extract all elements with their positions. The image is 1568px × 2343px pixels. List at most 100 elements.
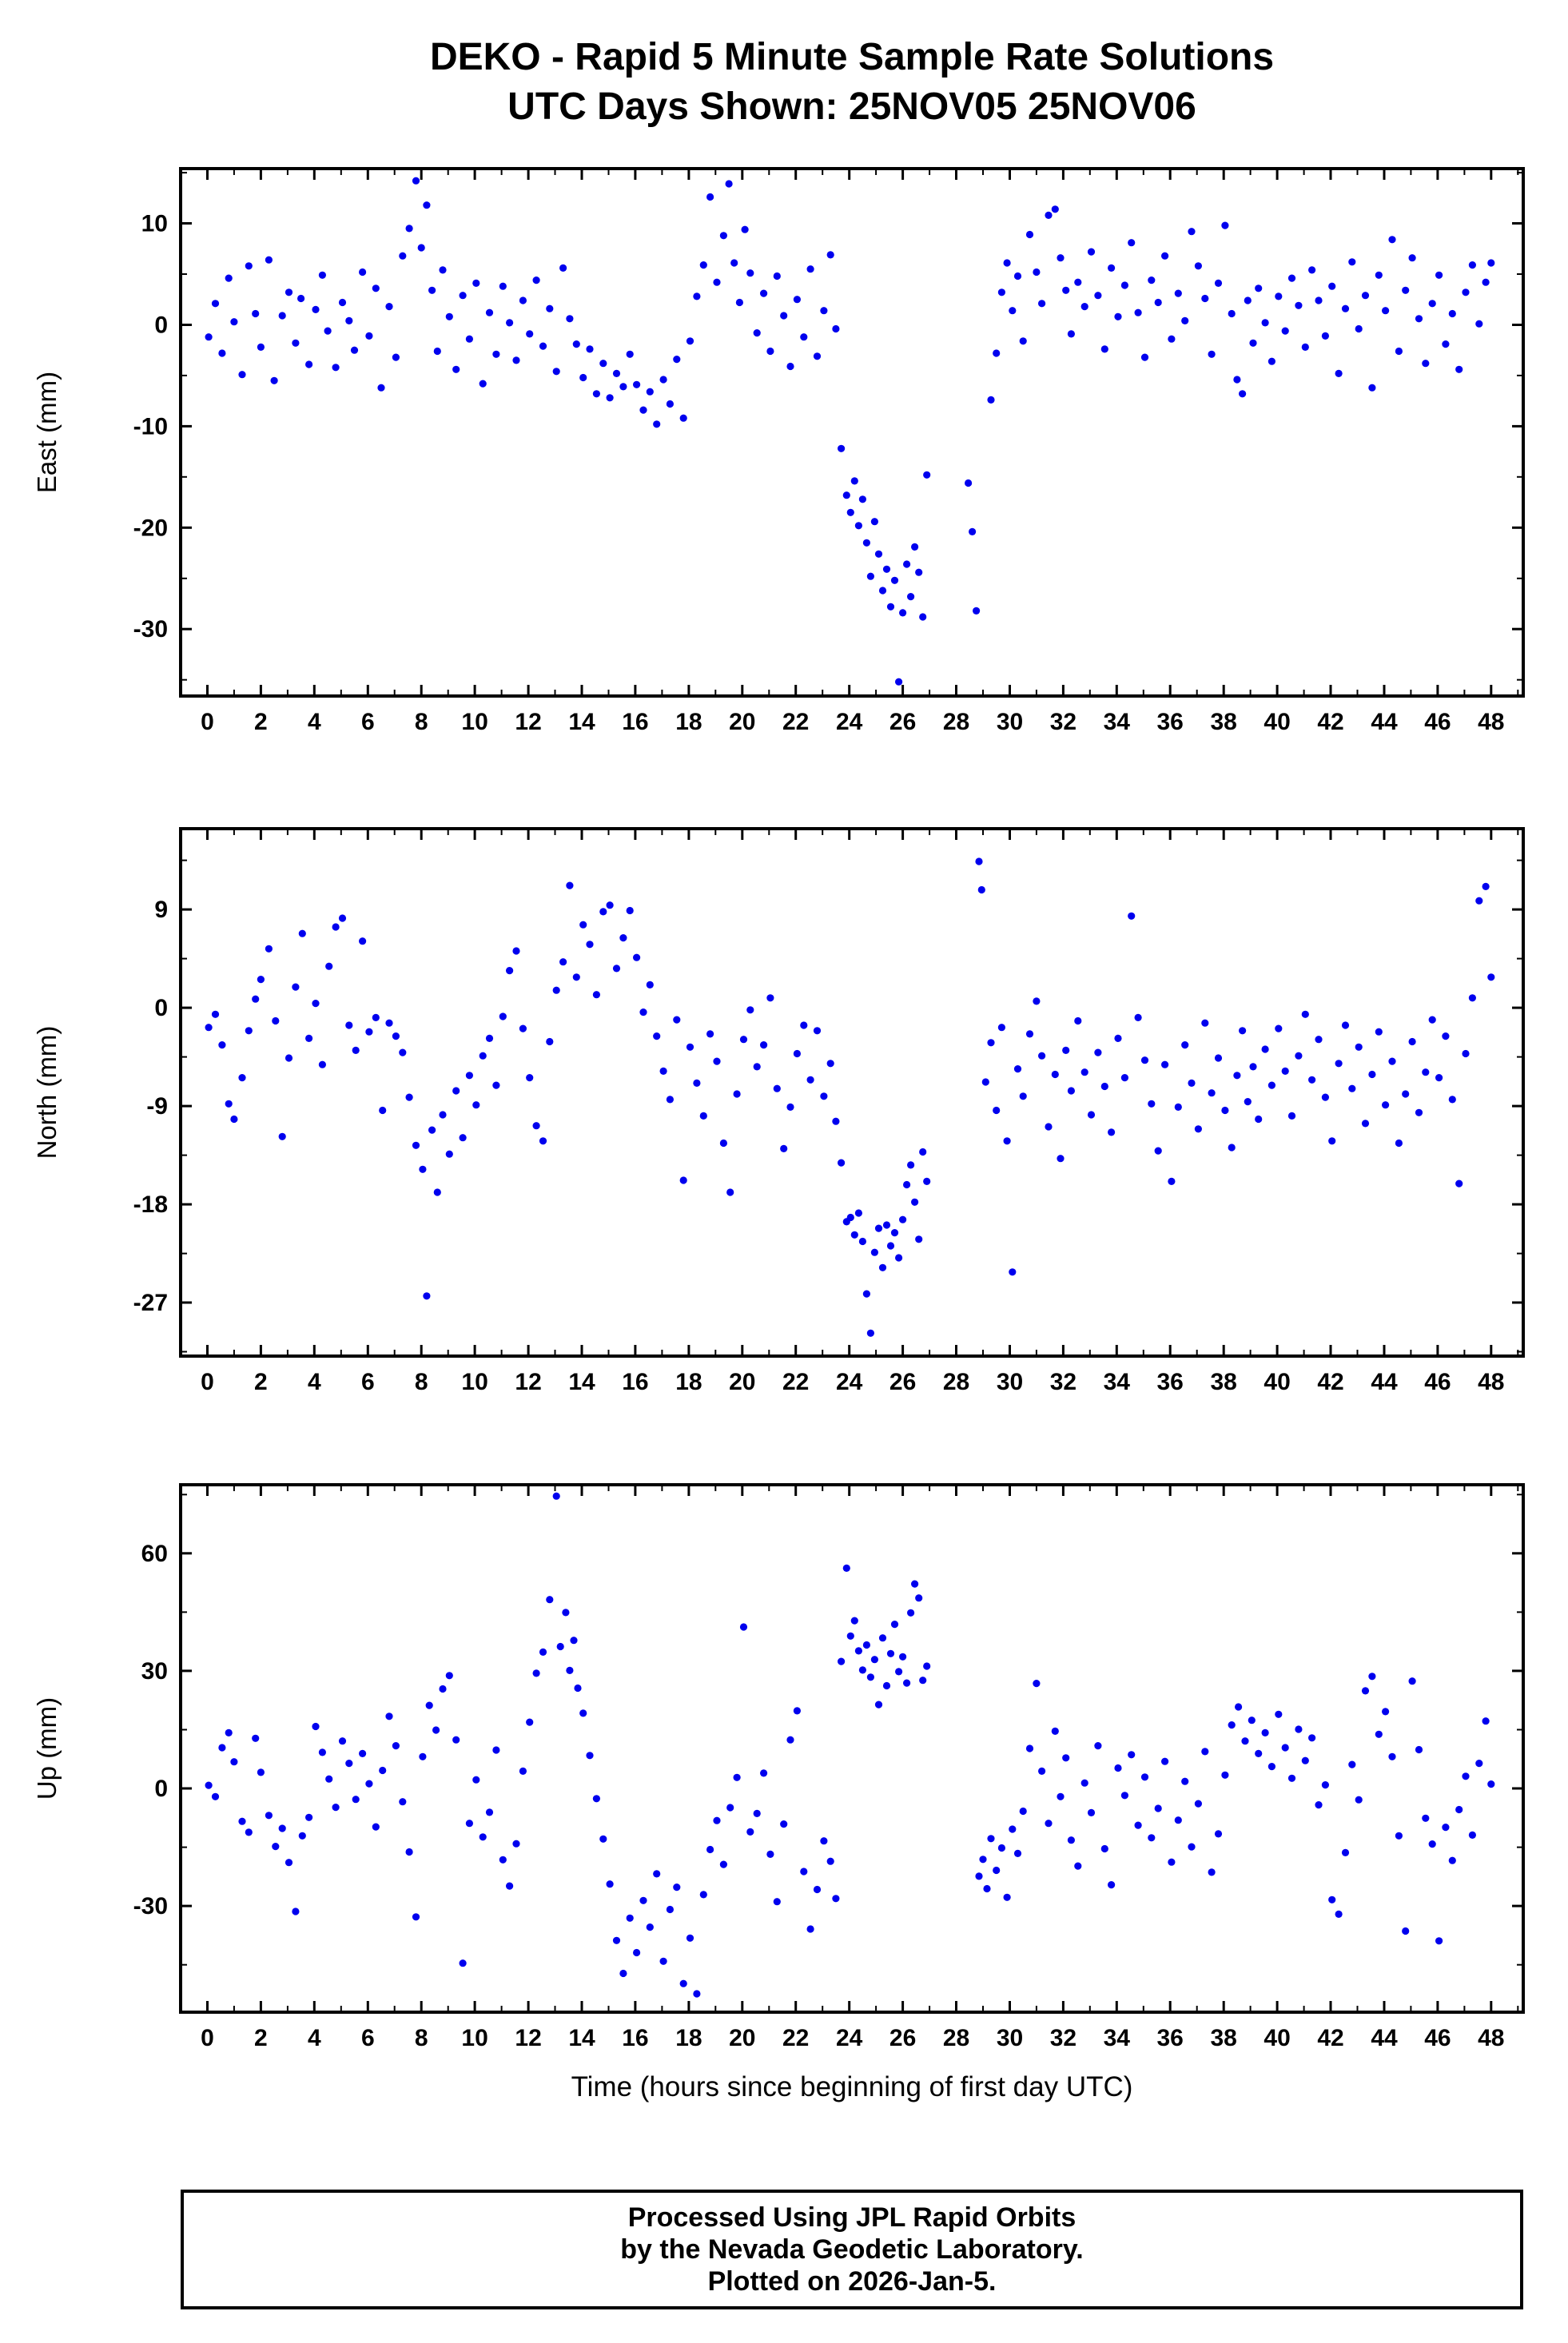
svg-text:0: 0 [154, 995, 168, 1021]
svg-text:18: 18 [675, 1369, 702, 1395]
svg-text:14: 14 [568, 2025, 595, 2051]
svg-text:0: 0 [154, 1776, 168, 1802]
svg-text:Up (mm): Up (mm) [32, 1697, 62, 1800]
svg-text:22: 22 [782, 1369, 809, 1395]
svg-text:42: 42 [1317, 2025, 1343, 2051]
svg-text:24: 24 [836, 1369, 863, 1395]
svg-text:34: 34 [1104, 709, 1131, 735]
svg-text:-20: -20 [133, 515, 168, 541]
svg-text:16: 16 [622, 2025, 648, 2051]
svg-text:North (mm): North (mm) [32, 1026, 62, 1160]
svg-text:36: 36 [1157, 2025, 1184, 2051]
svg-text:32: 32 [1050, 1369, 1077, 1395]
svg-text:30: 30 [997, 2025, 1023, 2051]
svg-text:18: 18 [675, 2025, 702, 2051]
svg-text:0: 0 [154, 312, 168, 339]
svg-text:12: 12 [515, 709, 541, 735]
svg-text:46: 46 [1424, 2025, 1451, 2051]
svg-text:-27: -27 [133, 1290, 168, 1316]
svg-text:20: 20 [729, 1369, 755, 1395]
svg-text:26: 26 [889, 709, 916, 735]
svg-text:40: 40 [1264, 709, 1290, 735]
svg-text:0: 0 [201, 2025, 214, 2051]
footer-line-3: Plotted on 2026-Jan-5. [707, 2266, 997, 2297]
svg-text:-9: -9 [146, 1093, 168, 1120]
svg-text:6: 6 [361, 709, 375, 735]
svg-text:East (mm): East (mm) [32, 372, 62, 493]
footer-line-1: Processed Using JPL Rapid Orbits [627, 2202, 1077, 2233]
svg-text:30: 30 [997, 709, 1023, 735]
svg-text:60: 60 [141, 1541, 168, 1567]
svg-text:22: 22 [782, 709, 809, 735]
chart-subtitle: UTC Days Shown: 25NOV05 25NOV06 [507, 86, 1196, 128]
svg-text:44: 44 [1371, 709, 1398, 735]
footer-box: Processed Using JPL Rapid Orbits by the … [181, 2190, 1523, 2309]
svg-text:2: 2 [254, 2025, 268, 2051]
svg-text:38: 38 [1211, 2025, 1237, 2051]
svg-text:44: 44 [1371, 2025, 1398, 2051]
svg-text:32: 32 [1050, 709, 1077, 735]
svg-text:24: 24 [836, 2025, 863, 2051]
footer-line-2: by the Nevada Geodetic Laboratory. [620, 2234, 1084, 2265]
svg-text:36: 36 [1157, 709, 1184, 735]
svg-text:22: 22 [782, 2025, 809, 2051]
svg-text:38: 38 [1211, 1369, 1237, 1395]
svg-text:12: 12 [515, 1369, 541, 1395]
svg-text:38: 38 [1211, 709, 1237, 735]
svg-text:8: 8 [415, 1369, 428, 1395]
svg-text:46: 46 [1424, 709, 1451, 735]
svg-text:10: 10 [461, 2025, 488, 2051]
svg-text:6: 6 [361, 1369, 375, 1395]
svg-text:4: 4 [308, 1369, 321, 1395]
svg-text:46: 46 [1424, 1369, 1451, 1395]
svg-text:42: 42 [1317, 1369, 1343, 1395]
svg-text:6: 6 [361, 2025, 375, 2051]
svg-text:14: 14 [568, 1369, 595, 1395]
svg-text:8: 8 [415, 709, 428, 735]
svg-text:30: 30 [997, 1369, 1023, 1395]
svg-text:12: 12 [515, 2025, 541, 2051]
svg-text:48: 48 [1478, 1369, 1504, 1395]
svg-text:40: 40 [1264, 2025, 1290, 2051]
svg-text:18: 18 [675, 709, 702, 735]
svg-text:16: 16 [622, 709, 648, 735]
svg-text:28: 28 [943, 709, 969, 735]
svg-text:34: 34 [1104, 1369, 1131, 1395]
svg-text:9: 9 [154, 897, 168, 923]
svg-text:2: 2 [254, 1369, 268, 1395]
svg-text:48: 48 [1478, 2025, 1504, 2051]
svg-text:-30: -30 [133, 1893, 168, 1919]
svg-text:40: 40 [1264, 1369, 1290, 1395]
north-panel-chart: 0 2 4 6 8 10 12 14 16 18 20 22 24 26 28 30 32 34 36 38 40 42 4… [32, 827, 1525, 1395]
svg-text:16: 16 [622, 1369, 648, 1395]
svg-text:34: 34 [1104, 2025, 1131, 2051]
svg-text:32: 32 [1050, 2025, 1077, 2051]
svg-text:4: 4 [308, 2025, 321, 2051]
svg-text:14: 14 [568, 709, 595, 735]
svg-text:24: 24 [836, 709, 863, 735]
svg-text:-18: -18 [133, 1191, 168, 1218]
svg-text:26: 26 [889, 2025, 916, 2051]
svg-text:28: 28 [943, 1369, 969, 1395]
svg-text:10: 10 [461, 709, 488, 735]
svg-text:-30: -30 [133, 616, 168, 642]
svg-text:30: 30 [141, 1658, 168, 1685]
svg-text:20: 20 [729, 2025, 755, 2051]
svg-text:36: 36 [1157, 1369, 1184, 1395]
svg-text:2: 2 [254, 709, 268, 735]
svg-text:0: 0 [201, 1369, 214, 1395]
svg-text:0: 0 [201, 709, 214, 735]
x-axis-title: Time (hours since beginning of first day… [571, 2071, 1133, 2102]
svg-text:-10: -10 [133, 413, 168, 440]
svg-text:48: 48 [1478, 709, 1504, 735]
svg-text:8: 8 [415, 2025, 428, 2051]
chart-title: DEKO - Rapid 5 Minute Sample Rate Soluti… [429, 36, 1275, 78]
up-panel-chart: 0 2 4 6 8 10 12 14 16 18 20 22 24 26 28 30 32 34 36 38 40 42 4… [32, 1483, 1525, 2051]
svg-text:20: 20 [729, 709, 755, 735]
svg-text:42: 42 [1317, 709, 1343, 735]
svg-text:4: 4 [308, 709, 321, 735]
east-panel-chart: 0 2 4 6 8 10 12 14 16 18 20 22 24 26 28 30 32 34 36 38 40 42 4… [32, 167, 1525, 735]
svg-text:10: 10 [461, 1369, 488, 1395]
svg-text:44: 44 [1371, 1369, 1398, 1395]
